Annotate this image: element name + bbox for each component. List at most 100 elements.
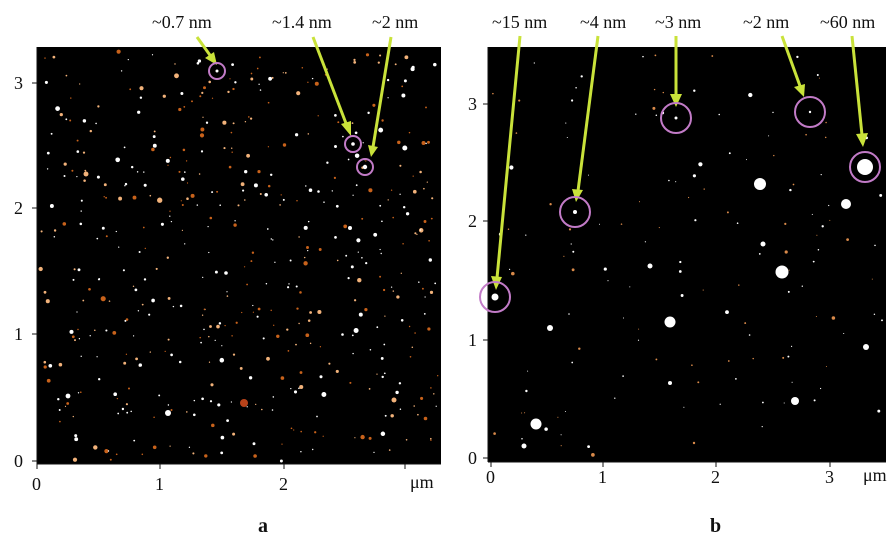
panel-a-arrowhead-2 bbox=[368, 145, 378, 157]
particle bbox=[321, 392, 327, 397]
particle bbox=[564, 411, 566, 412]
particle bbox=[368, 436, 372, 440]
panel-b-label-3: ~2 nm bbox=[743, 12, 789, 32]
particle bbox=[309, 342, 312, 345]
particle bbox=[235, 321, 238, 324]
particle bbox=[402, 205, 406, 209]
particle bbox=[433, 393, 435, 395]
particle bbox=[879, 193, 883, 197]
particle bbox=[409, 355, 412, 358]
particle bbox=[83, 179, 86, 182]
particle bbox=[306, 246, 309, 249]
particle bbox=[816, 234, 818, 236]
particle bbox=[390, 286, 393, 288]
particle bbox=[377, 61, 380, 64]
particle bbox=[647, 263, 653, 269]
particle bbox=[124, 185, 126, 187]
particle bbox=[133, 439, 136, 442]
particle bbox=[234, 81, 237, 84]
particle bbox=[96, 237, 99, 240]
particle bbox=[427, 140, 430, 144]
particle bbox=[155, 267, 158, 270]
particle bbox=[221, 345, 223, 347]
particle bbox=[401, 85, 404, 88]
particle bbox=[367, 111, 370, 115]
particle bbox=[127, 59, 129, 61]
particle bbox=[658, 227, 660, 229]
particle bbox=[821, 225, 824, 228]
particle bbox=[654, 54, 657, 57]
particle bbox=[78, 338, 81, 340]
particle bbox=[368, 388, 371, 390]
particle bbox=[789, 188, 792, 192]
particle bbox=[761, 401, 764, 404]
particle bbox=[256, 67, 259, 70]
particle bbox=[202, 116, 204, 118]
particle bbox=[271, 409, 274, 411]
particle bbox=[157, 197, 163, 203]
particle bbox=[49, 204, 54, 208]
particle bbox=[702, 289, 704, 291]
particle bbox=[248, 376, 253, 380]
panel-a-ytick-1: 1 bbox=[14, 324, 23, 344]
panel-b-marker-4 bbox=[849, 151, 881, 183]
particle bbox=[698, 162, 703, 167]
particle bbox=[521, 443, 527, 449]
particle bbox=[182, 148, 186, 152]
particle bbox=[820, 387, 822, 390]
particle bbox=[825, 121, 827, 124]
particle bbox=[109, 458, 112, 461]
particle bbox=[521, 412, 523, 414]
particle bbox=[317, 309, 322, 315]
particle bbox=[692, 441, 696, 445]
particle bbox=[181, 229, 183, 231]
particle bbox=[791, 381, 793, 383]
particle bbox=[125, 353, 128, 355]
panel-b-arrow-1 bbox=[576, 35, 600, 192]
particle bbox=[294, 133, 299, 137]
particle bbox=[249, 117, 253, 120]
panel-b-arrow-3 bbox=[780, 35, 802, 87]
particle bbox=[694, 219, 697, 222]
particle bbox=[46, 168, 49, 170]
particle bbox=[80, 355, 82, 357]
particle bbox=[152, 143, 157, 148]
particle bbox=[425, 106, 427, 109]
particle bbox=[390, 189, 393, 191]
particle bbox=[65, 74, 68, 77]
particle bbox=[118, 246, 120, 248]
particle bbox=[788, 269, 790, 271]
particle bbox=[376, 373, 378, 375]
particle bbox=[560, 445, 562, 447]
particle bbox=[298, 236, 300, 238]
particle bbox=[362, 142, 364, 144]
particle bbox=[387, 97, 389, 99]
particle bbox=[141, 453, 144, 456]
particle bbox=[179, 304, 183, 308]
panel-b-arrow-4 bbox=[850, 35, 864, 136]
particle bbox=[185, 160, 188, 162]
particle bbox=[152, 135, 156, 139]
particle bbox=[744, 322, 747, 325]
particle bbox=[390, 414, 394, 418]
particle bbox=[296, 307, 299, 310]
particle bbox=[404, 55, 409, 60]
particle bbox=[274, 261, 276, 263]
particle bbox=[201, 91, 204, 95]
particle bbox=[748, 334, 751, 336]
particle bbox=[395, 390, 399, 395]
particle bbox=[200, 341, 202, 344]
particle bbox=[746, 159, 747, 161]
particle bbox=[226, 291, 228, 293]
particle bbox=[791, 397, 799, 405]
particle bbox=[217, 403, 221, 407]
particle bbox=[70, 97, 72, 99]
particle bbox=[98, 378, 101, 381]
particle bbox=[307, 319, 311, 322]
panel-b-ytick-2: 2 bbox=[468, 211, 477, 231]
panel-b-particles bbox=[492, 54, 883, 457]
particle bbox=[209, 400, 213, 403]
particle bbox=[412, 189, 417, 194]
particle bbox=[843, 332, 845, 335]
panel-a-marker-0 bbox=[208, 62, 226, 80]
